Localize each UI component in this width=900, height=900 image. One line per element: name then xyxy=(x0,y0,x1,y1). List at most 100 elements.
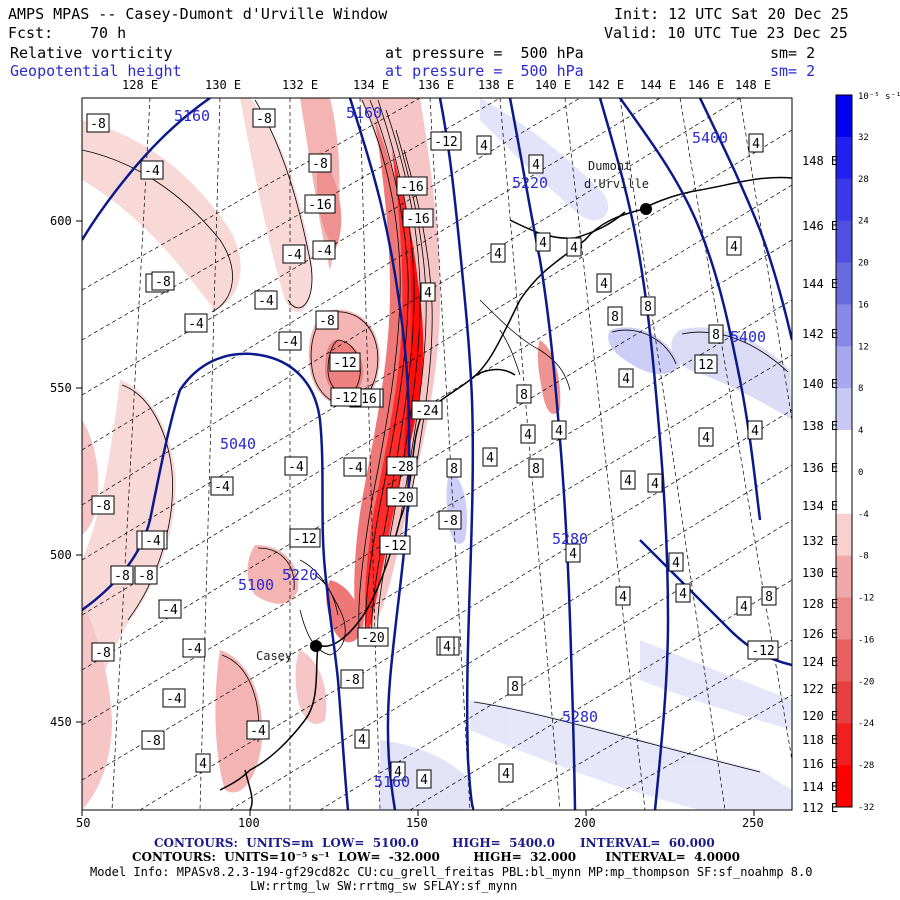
vorticity-contour-label: 4 xyxy=(736,596,752,616)
latitude-label: 136 E xyxy=(802,461,839,475)
plot-area xyxy=(82,98,792,810)
vorticity-contour-label: 4 xyxy=(748,133,764,153)
svg-text:4: 4 xyxy=(570,241,578,256)
latitude-label: 124 E xyxy=(802,655,839,669)
svg-text:4: 4 xyxy=(555,424,563,439)
vorticity-contour-info: CONTOURS: UNITS=10⁻⁵ s⁻¹ LOW= -32.000 HI… xyxy=(132,850,740,864)
vorticity-contour-label: -4 xyxy=(162,688,186,708)
svg-text:4: 4 xyxy=(679,587,687,602)
latitude-label: 126 E xyxy=(802,627,839,641)
colorbar-swatch xyxy=(836,430,852,473)
svg-text:-4: -4 xyxy=(282,335,298,350)
positive-vorticity-shading xyxy=(380,98,792,810)
colorbar-label: -24 xyxy=(858,719,874,729)
valid-time: Valid: 10 UTC Tue 23 Dec 25 xyxy=(604,24,848,42)
vorticity-contour-label: -16 xyxy=(304,194,336,214)
latitude-label: 120 E xyxy=(802,709,839,723)
vorticity-contour-label: -20 xyxy=(386,487,418,507)
vorticity-contour-label: -4 xyxy=(278,331,302,351)
forecast-hour: 70 h xyxy=(90,24,127,42)
casey-label: Casey xyxy=(256,649,293,663)
vorticity-contour-label: 4 xyxy=(726,236,742,256)
vorticity-contour-label: -4 xyxy=(140,160,164,180)
latitude-label: 132 E xyxy=(802,534,839,548)
svg-text:-8: -8 xyxy=(312,157,328,172)
map-title: AMPS MPAS -- Casey-Dumont d'Urville Wind… xyxy=(8,5,388,23)
x-tick-50: 50 xyxy=(76,816,91,830)
svg-text:-28: -28 xyxy=(390,460,413,475)
latitude-label: 122 E xyxy=(802,682,839,696)
vorticity-contour-label: -8 xyxy=(151,271,175,291)
colorbar-label: -16 xyxy=(858,635,874,645)
height-contour-label: 5100 xyxy=(238,576,274,594)
latitude-label: 134 E xyxy=(802,499,839,513)
svg-text:8: 8 xyxy=(520,388,528,403)
svg-text:4: 4 xyxy=(443,640,451,655)
colorbar-label: 8 xyxy=(858,384,863,394)
svg-text:4: 4 xyxy=(702,431,710,446)
colorbar-label: 16 xyxy=(858,300,869,310)
vorticity-contour-label: -8 xyxy=(252,108,276,128)
svg-text:4: 4 xyxy=(199,757,207,772)
model-info: Model Info: MPASv8.2.3-194-gf29cd82c CU:… xyxy=(90,865,813,879)
durville-label: d'Urville xyxy=(584,177,650,191)
svg-text:-20: -20 xyxy=(361,631,384,646)
colorbar-label: 28 xyxy=(858,175,869,185)
svg-text:4: 4 xyxy=(539,236,547,251)
model-info-line2: LW:rrtmg_lw SW:rrtmg_sw SFLAY:sf_mynn xyxy=(250,879,518,893)
vorticity-contour-label: -8 xyxy=(308,153,332,173)
svg-text:-8: -8 xyxy=(145,734,161,749)
vorticity-contour-label: 4 xyxy=(354,729,370,749)
svg-text:4: 4 xyxy=(740,600,748,615)
latitude-label: 130 E xyxy=(802,566,839,580)
colorbar-swatch xyxy=(836,95,852,138)
svg-text:8: 8 xyxy=(765,590,773,605)
svg-text:8: 8 xyxy=(611,310,619,325)
vorticity-contour-label: -24 xyxy=(411,400,443,420)
longitude-label: 148 E xyxy=(735,78,772,92)
colorbar-label: 12 xyxy=(858,342,869,352)
colorbar-label: -8 xyxy=(858,552,869,562)
vorticity-contour-label: 4 xyxy=(647,473,663,493)
latitude-label: 142 E xyxy=(802,327,839,341)
longitude-label: 140 E xyxy=(535,78,572,92)
svg-text:-4: -4 xyxy=(188,317,204,332)
vorticity-contour-label: 4 xyxy=(520,424,536,444)
svg-text:4: 4 xyxy=(486,451,494,466)
svg-text:-4: -4 xyxy=(145,534,161,549)
colorbar-swatch xyxy=(836,136,852,180)
latitude-label: 144 E xyxy=(802,277,839,291)
colorbar-swatch xyxy=(836,513,852,557)
svg-text:8: 8 xyxy=(644,300,652,315)
vorticity-contour-label: -28 xyxy=(386,456,418,476)
vorticity-contour-label: -4 xyxy=(284,456,308,476)
svg-text:-16: -16 xyxy=(308,198,331,213)
svg-text:-12: -12 xyxy=(434,135,457,150)
longitude-label: 146 E xyxy=(688,78,725,92)
vorticity-contour-label: -12 xyxy=(379,535,411,555)
svg-text:-4: -4 xyxy=(347,461,363,476)
colorbar-label: -28 xyxy=(858,761,874,771)
vorticity-contour-label: -4 xyxy=(210,476,234,496)
svg-text:-12: -12 xyxy=(333,356,356,371)
vorticity-contour-label: -8 xyxy=(438,510,462,530)
vorticity-contour-label: 4 xyxy=(195,753,211,773)
svg-text:4: 4 xyxy=(494,247,502,262)
vorticity-contour-label: -12 xyxy=(329,352,361,372)
vorticity-contour-label: 4 xyxy=(416,769,432,789)
vorticity-contour-label: -8 xyxy=(141,730,165,750)
longitude-label: 134 E xyxy=(353,78,390,92)
svg-text:4: 4 xyxy=(420,773,428,788)
colorbar-swatch xyxy=(836,304,852,347)
vorticity-contour-label: -16 xyxy=(396,176,428,196)
svg-text:-4: -4 xyxy=(214,480,230,495)
colorbar-label: 20 xyxy=(858,259,869,269)
vorticity-contour-label: 4 xyxy=(675,583,691,603)
svg-text:4: 4 xyxy=(358,733,366,748)
vorticity-contour-label: -4 xyxy=(254,290,278,310)
colorbar-label: 24 xyxy=(858,217,869,227)
svg-text:4: 4 xyxy=(619,590,627,605)
svg-text:-12: -12 xyxy=(293,532,316,547)
colorbar-label: -32 xyxy=(858,803,874,813)
vorticity-contour-label: 4 xyxy=(476,135,492,155)
